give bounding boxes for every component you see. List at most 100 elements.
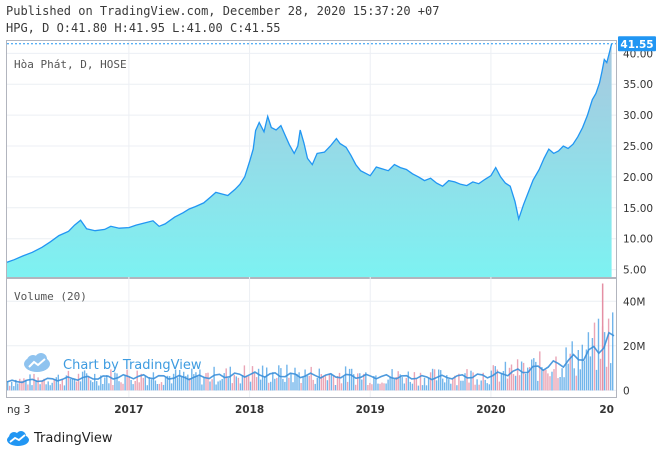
volume-bar	[401, 377, 403, 391]
volume-bar	[47, 381, 49, 391]
volume-bar	[158, 383, 161, 391]
volume-bar	[365, 372, 367, 391]
volume-bar	[92, 382, 94, 391]
volume-bar	[529, 367, 531, 391]
volume-bar	[421, 385, 424, 391]
volume-bar	[557, 378, 559, 391]
volume-bar	[454, 375, 456, 391]
volume-bar	[294, 367, 296, 391]
time-axis: ng 3 2017 2018 2019 2020 20	[7, 404, 614, 416]
volume-bar	[79, 381, 82, 391]
volume-bar	[187, 374, 189, 391]
volume-bar	[231, 383, 233, 391]
volume-bar	[397, 371, 399, 391]
volume-bar	[219, 380, 221, 391]
volume-bar	[516, 359, 519, 391]
volume-bar	[122, 383, 124, 391]
volume-axis: 0 20M 40M	[623, 296, 645, 397]
volume-bar	[51, 382, 53, 391]
volume-bar	[211, 379, 213, 391]
volume-bar	[156, 384, 159, 391]
volume-bar	[435, 380, 438, 391]
volume-bar	[468, 382, 470, 391]
volume-bar	[514, 375, 517, 391]
volume-bar	[452, 378, 454, 391]
volume-bar	[21, 380, 23, 391]
volume-bar	[130, 380, 132, 391]
price-tick-label: 40.00	[623, 48, 653, 60]
volume-bar	[73, 378, 76, 391]
volume-bar	[217, 381, 219, 391]
volume-bar	[522, 362, 525, 391]
volume-bar	[448, 379, 450, 391]
volume-bar	[512, 374, 515, 391]
volume-ma-line	[6, 331, 615, 384]
volume-bar	[179, 370, 181, 391]
volume-bar	[37, 377, 39, 391]
volume-bar	[567, 363, 569, 391]
volume-bar	[276, 377, 278, 391]
volume-bar	[69, 379, 72, 391]
price-tick-label: 30.00	[623, 110, 653, 122]
volume-bar	[316, 377, 318, 391]
volume-bar	[292, 382, 294, 391]
volume-bar	[324, 375, 327, 391]
volume-bar	[498, 381, 501, 391]
volume-bar	[102, 384, 104, 391]
volume-bar	[456, 385, 458, 391]
grid-lines	[7, 41, 616, 397]
volume-bar	[361, 379, 363, 391]
volume-bar	[415, 378, 418, 391]
volume-bar	[571, 341, 573, 391]
volume-bar	[114, 372, 116, 391]
volume-bar	[280, 368, 282, 391]
time-tick-label: 2017	[114, 404, 143, 416]
volume-bar	[108, 383, 110, 391]
price-tick-label: 35.00	[623, 79, 653, 91]
volume-bar	[195, 372, 197, 391]
volume-bar	[336, 376, 339, 391]
volume-bar	[549, 376, 551, 391]
volume-bar	[229, 366, 231, 391]
volume-bar	[207, 372, 209, 391]
volume-bar	[272, 372, 274, 391]
volume-bar	[363, 373, 365, 391]
volume-bar	[235, 376, 237, 391]
last-price-badge: 41.55	[618, 36, 656, 52]
volume-bar	[318, 368, 320, 391]
volume-bar	[506, 378, 509, 391]
volume-bar	[525, 373, 527, 391]
volume-bar	[373, 376, 375, 391]
volume-bar	[353, 374, 355, 391]
volume-bar	[43, 378, 45, 391]
volume-bar	[15, 379, 17, 391]
volume-bar	[577, 350, 579, 391]
volume-bar	[57, 374, 59, 391]
volume-bar	[553, 369, 555, 391]
volume-bar	[160, 382, 163, 391]
volume-bar	[298, 372, 300, 391]
volume-bar	[385, 383, 387, 391]
volume-bar	[90, 380, 92, 391]
volume-bar	[25, 379, 27, 391]
volume-bar	[209, 381, 211, 391]
volume-bar	[146, 385, 148, 391]
published-line: Published on TradingView.com, December 2…	[6, 4, 440, 18]
volume-bar	[589, 356, 592, 391]
volume-bar	[19, 378, 21, 391]
volume-bar	[53, 379, 55, 391]
volume-bar	[583, 360, 585, 391]
volume-bar	[302, 377, 304, 391]
time-tick-label: 2018	[235, 404, 264, 416]
tradingview-watermark: Chart by TradingView	[24, 353, 202, 373]
volume-bar	[563, 377, 565, 391]
volume-bar	[340, 383, 343, 391]
volume-bar	[96, 381, 98, 391]
volume-bar	[425, 385, 428, 391]
volume-bar	[71, 378, 74, 391]
volume-bar	[472, 372, 474, 391]
volume-bar	[215, 384, 217, 391]
volume-bar	[446, 375, 448, 391]
volume-bar	[255, 377, 258, 391]
